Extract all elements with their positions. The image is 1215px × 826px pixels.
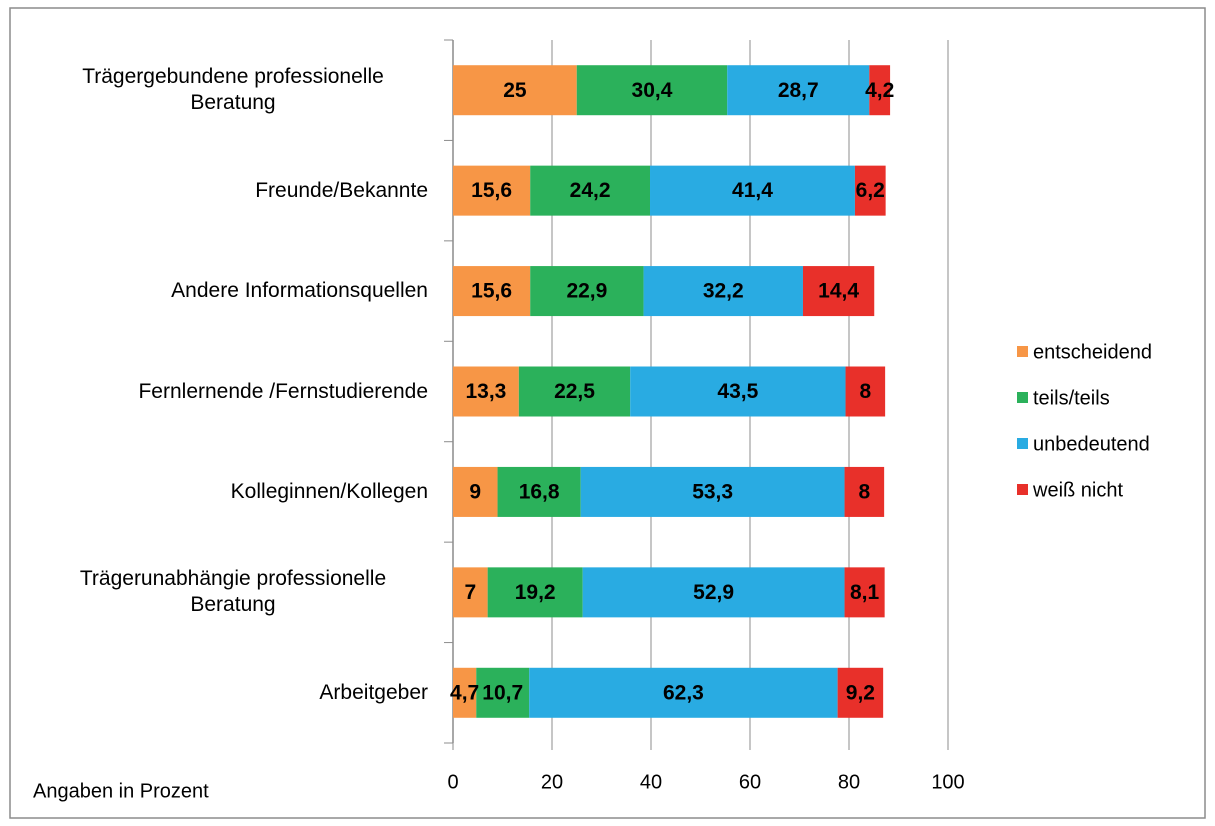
- bar-segment: [453, 65, 577, 116]
- data-label: 15,6: [471, 280, 512, 303]
- bar-segment: [453, 165, 531, 216]
- y-tick-label-box: Andere Informationsquellen: [8, 251, 428, 331]
- data-label: 24,2: [570, 179, 611, 202]
- data-label: 4,2: [865, 79, 894, 102]
- data-label: 32,2: [703, 280, 744, 303]
- legend-label: unbedeutend: [1033, 433, 1150, 455]
- y-tick-label-box: Trägerunabhängie professionelle Beratung: [8, 552, 428, 632]
- y-tick-label: Andere Informationsquellen: [171, 279, 428, 303]
- bar-segment: [453, 266, 531, 317]
- x-tick-label: 80: [838, 771, 860, 793]
- y-tick-label: Fernlernende /Fernstudierende: [138, 379, 428, 403]
- bar-segment: [580, 466, 845, 517]
- data-label: 8,1: [850, 581, 880, 604]
- x-tick-label: 20: [541, 771, 563, 793]
- bar-segment: [844, 567, 885, 618]
- x-tick-label: 100: [931, 771, 964, 793]
- legend-label: entscheidend: [1033, 341, 1152, 363]
- data-label: 9: [469, 480, 481, 503]
- bar-segment: [643, 266, 803, 317]
- data-label: 14,4: [818, 280, 859, 303]
- data-label: 10,7: [482, 681, 523, 704]
- bar-segment: [453, 567, 488, 618]
- annotation: Angaben in Prozent: [33, 780, 209, 802]
- data-label: 62,3: [663, 681, 704, 704]
- bar-segment: [582, 567, 845, 618]
- bar-segment: [497, 466, 581, 517]
- data-label: 8: [859, 480, 871, 503]
- data-label: 15,6: [471, 179, 512, 202]
- data-label: 30,4: [632, 79, 673, 102]
- bar-segment: [630, 366, 846, 417]
- bar-segment: [854, 165, 886, 216]
- data-label: 52,9: [693, 581, 734, 604]
- bar-segment: [576, 65, 728, 116]
- bar-segment: [844, 466, 885, 517]
- y-tick-label: Trägergebundene professionelle Beratung: [82, 65, 384, 115]
- legend-swatch: [1017, 346, 1028, 357]
- data-label: 22,5: [554, 380, 595, 403]
- data-label: 19,2: [515, 581, 556, 604]
- bar-segment: [487, 567, 583, 618]
- data-label: 8: [859, 380, 871, 403]
- x-tick-label: 0: [447, 771, 458, 793]
- data-label: 22,9: [566, 280, 607, 303]
- bar-segment: [802, 266, 875, 317]
- data-label: 16,8: [519, 480, 560, 503]
- legend-swatch: [1017, 392, 1028, 403]
- legend-swatch: [1017, 484, 1028, 495]
- legend-label: teils/teils: [1033, 387, 1110, 409]
- bar-segment: [453, 466, 498, 517]
- data-label: 28,7: [778, 79, 819, 102]
- bar-segment: [453, 667, 477, 718]
- y-tick-label: Trägerunabhängie professionelle Beratung: [79, 567, 387, 617]
- data-label: 25: [503, 79, 527, 102]
- y-tick-label: Kolleginnen/Kollegen: [230, 479, 428, 503]
- y-tick-label: Freunde/Bekannte: [255, 178, 428, 202]
- legend-label: weiß nicht: [1032, 479, 1123, 501]
- legend-swatch: [1017, 438, 1028, 449]
- data-label: 7: [464, 581, 476, 604]
- y-tick-label-box: Trägergebundene professionelle Beratung: [8, 50, 428, 130]
- bar-segment: [650, 165, 855, 216]
- bar-segment: [727, 65, 870, 116]
- data-label: 13,3: [465, 380, 506, 403]
- bar-segment: [530, 165, 651, 216]
- data-label: 4,7: [450, 681, 479, 704]
- data-label: 41,4: [732, 179, 773, 202]
- x-tick-label: 60: [739, 771, 761, 793]
- data-label: 53,3: [692, 480, 733, 503]
- y-tick-label-box: Freunde/Bekannte: [8, 151, 428, 231]
- bar-segment: [845, 366, 886, 417]
- y-tick-label-box: Fernlernende /Fernstudierende: [8, 352, 428, 432]
- data-label: 43,5: [717, 380, 758, 403]
- bar-segment: [869, 65, 891, 116]
- bar-segment: [837, 667, 884, 718]
- y-tick-label-box: Arbeitgeber: [8, 653, 428, 733]
- data-label: 6,2: [856, 179, 885, 202]
- bar-segment: [529, 667, 838, 718]
- x-tick-label: 40: [640, 771, 662, 793]
- bar-segment: [453, 366, 519, 417]
- y-tick-label-box: Kolleginnen/Kollegen: [8, 452, 428, 532]
- bar-segment: [518, 366, 631, 417]
- bar-segment: [530, 266, 644, 317]
- data-label: 9,2: [846, 681, 875, 704]
- y-tick-label: Arbeitgeber: [319, 680, 428, 704]
- bar-segment: [476, 667, 530, 718]
